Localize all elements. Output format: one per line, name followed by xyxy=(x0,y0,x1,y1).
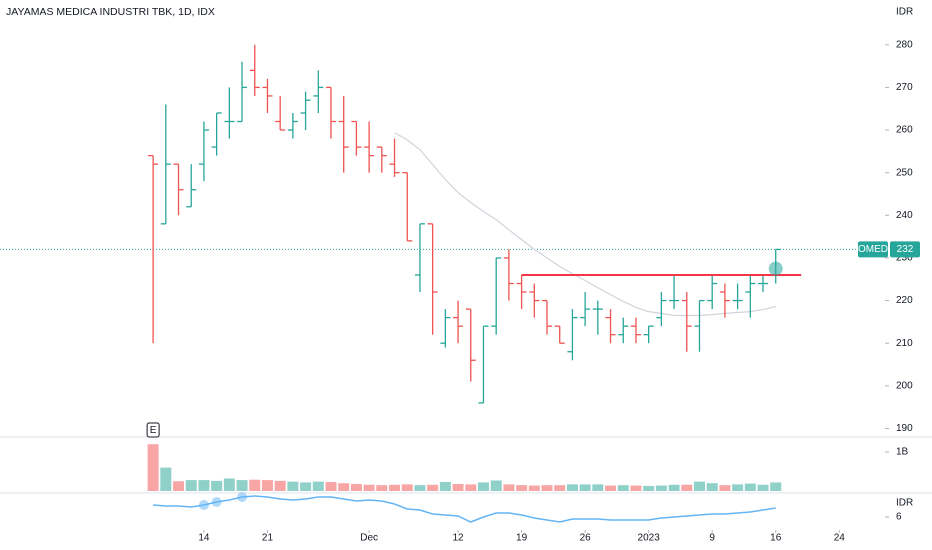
volume-bar xyxy=(719,485,731,491)
indicator-line xyxy=(153,495,776,523)
volume-bar xyxy=(160,467,172,491)
y-tick-label: 230 xyxy=(896,253,913,264)
volume-bar xyxy=(643,485,655,491)
volume-bar xyxy=(439,482,451,491)
volume-bar xyxy=(325,482,337,491)
volume-bar xyxy=(236,480,248,491)
moving-average xyxy=(394,132,776,317)
volume-bar xyxy=(147,444,159,491)
volume-bar xyxy=(477,482,489,491)
volume-bar xyxy=(655,485,667,491)
x-tick-label: 2023 xyxy=(638,533,661,544)
x-tick-label: 24 xyxy=(834,533,846,544)
volume-bar xyxy=(503,484,515,491)
indicator-tick-label: 6 xyxy=(896,512,902,523)
price-badge xyxy=(890,241,920,258)
x-tick-label: 14 xyxy=(198,533,210,544)
volume-bar xyxy=(516,485,528,491)
volume-bar xyxy=(401,484,413,491)
y-tick-label: 280 xyxy=(896,39,913,50)
volume-bar xyxy=(605,485,617,491)
volume-bar xyxy=(300,482,312,491)
indicator-dot xyxy=(211,497,222,507)
volume-bar xyxy=(465,484,477,491)
volume-bar xyxy=(770,482,782,491)
volume-bar xyxy=(630,485,642,491)
volume-bar xyxy=(744,483,756,491)
x-tick-label: 21 xyxy=(262,533,274,544)
price-badge-text: 232 xyxy=(897,244,914,255)
volume-bar xyxy=(617,485,629,491)
volume-bar xyxy=(427,484,439,491)
chart-title: JAYAMAS MEDICA INDUSTRI TBK, 1D, IDX xyxy=(6,6,215,18)
volume-bar xyxy=(732,484,744,491)
event-label: E xyxy=(150,425,157,436)
volume-bar xyxy=(579,484,591,491)
volume-bar xyxy=(223,478,235,491)
volume-bar xyxy=(592,484,604,491)
volume-bar xyxy=(376,485,388,491)
volume-bar xyxy=(414,485,426,491)
y-tick-label: 210 xyxy=(896,338,913,349)
volume-bar xyxy=(338,483,350,491)
price-badge-name xyxy=(858,241,888,258)
volume-bar xyxy=(706,483,718,491)
volume-bar xyxy=(541,485,553,491)
volume-bar xyxy=(363,484,375,491)
volume-bar xyxy=(261,480,273,491)
indicator-dot xyxy=(237,492,248,502)
volume-bar xyxy=(389,484,401,491)
volume-tick-label: 1B xyxy=(896,447,909,458)
y-tick-label: 190 xyxy=(896,423,913,434)
x-tick-label: 19 xyxy=(516,533,528,544)
volume-bar xyxy=(554,485,566,491)
volume-bar xyxy=(274,480,286,491)
x-tick-label: 16 xyxy=(770,533,782,544)
y-tick-label: 240 xyxy=(896,210,913,221)
volume-bar xyxy=(173,481,185,491)
volume-bar xyxy=(668,484,680,491)
x-tick-label: 26 xyxy=(580,533,592,544)
x-tick-label: 12 xyxy=(453,533,465,544)
volume-bar xyxy=(211,480,223,491)
y-tick-label: 270 xyxy=(896,82,913,93)
currency-label: IDR xyxy=(896,7,913,18)
volume-bar xyxy=(249,479,261,491)
x-tick-label: 9 xyxy=(709,533,715,544)
y-tick-label: 200 xyxy=(896,380,913,391)
indicator-unit: IDR xyxy=(896,498,913,509)
volume-bar xyxy=(198,480,210,491)
volume-bar xyxy=(350,483,362,491)
x-tick-label: Dec xyxy=(360,533,378,544)
alert-marker xyxy=(768,261,783,276)
volume-bar xyxy=(693,481,705,491)
volume-bar xyxy=(287,481,299,491)
volume-bar xyxy=(681,484,693,491)
event-badge xyxy=(146,422,160,438)
y-tick-label: 220 xyxy=(896,295,913,306)
volume-bar xyxy=(490,480,502,491)
y-tick-label: 260 xyxy=(896,125,913,136)
volume-bar xyxy=(528,485,540,491)
volume-bar xyxy=(566,484,578,491)
volume-bar xyxy=(185,480,197,491)
y-tick-label: 250 xyxy=(896,167,913,178)
price-badge-name-text: OMED xyxy=(858,244,888,255)
indicator-dot xyxy=(198,500,209,510)
volume-bar xyxy=(312,481,324,491)
volume-bar xyxy=(757,484,769,491)
volume-bar xyxy=(452,483,464,491)
